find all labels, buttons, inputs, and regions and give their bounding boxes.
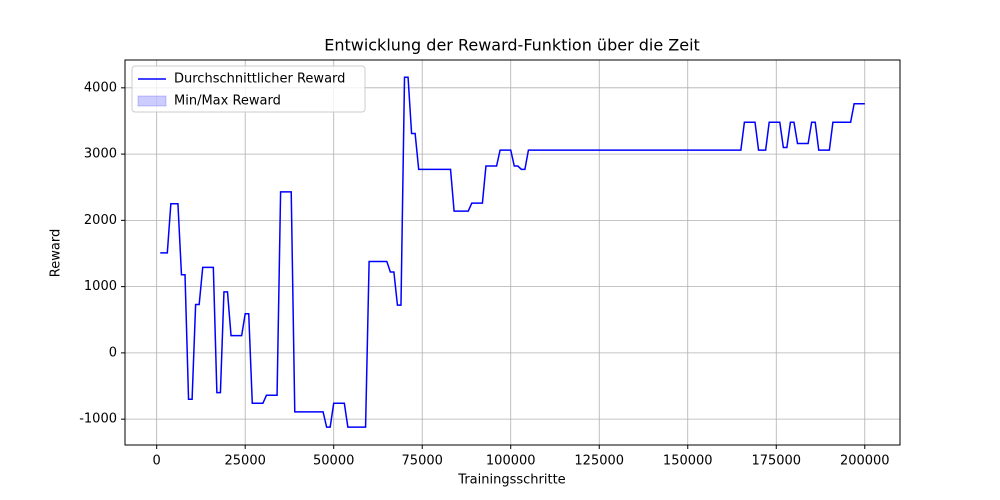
y-tick-label: 1000 [84, 279, 117, 294]
y-axis-label: Reward [49, 229, 64, 277]
x-tick-label: 200000 [840, 454, 890, 469]
x-tick-label: 125000 [574, 454, 624, 469]
x-axis-label: Trainingsschritte [457, 473, 565, 488]
ticks: 0 25000 50000 75000 100000 125000 150000 175000… [79, 80, 889, 468]
x-tick-label: 25000 [225, 454, 266, 469]
y-tick-label: 3000 [84, 147, 117, 162]
x-tick-label: 50000 [313, 454, 354, 469]
legend-label: Durchschnittlicher Reward [174, 72, 345, 87]
plot-area [160, 76, 865, 428]
legend-box [131, 65, 366, 113]
data-line [160, 76, 865, 428]
axes-frame [124, 59, 901, 446]
y-tick-label: 4000 [84, 80, 117, 95]
y-tick-label: -1000 [79, 412, 117, 427]
x-tick-label: 175000 [751, 454, 801, 469]
legend-label: Min/Max Reward [174, 94, 281, 109]
y-tick-label: 2000 [84, 213, 117, 228]
legend-swatch [137, 95, 167, 107]
x-tick-label: 100000 [486, 454, 536, 469]
grid [125, 60, 900, 445]
y-tick-label: 0 [109, 345, 117, 360]
chart-title: Entwicklung der Reward-Funktion über die… [324, 36, 700, 55]
x-tick-label: 0 [153, 454, 161, 469]
legend: Durchschnittlicher Reward Min/Max Reward [131, 65, 366, 113]
x-tick-label: 150000 [663, 454, 713, 469]
x-tick-label: 75000 [402, 454, 443, 469]
